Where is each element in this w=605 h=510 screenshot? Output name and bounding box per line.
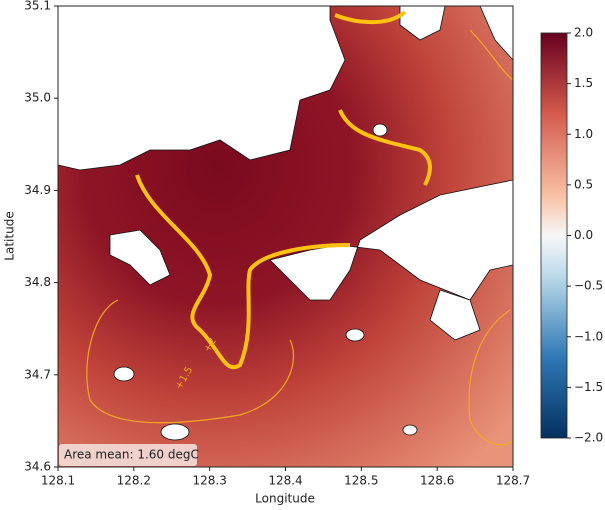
y-tick-label: 35.1 [24, 0, 51, 13]
colorbar-tick-label: −1.0 [574, 329, 603, 343]
x-tick-label: 128.4 [268, 474, 302, 488]
y-tick-label: 35.0 [24, 91, 51, 105]
x-tick-label: 128.2 [117, 474, 151, 488]
x-tick-label: 128.3 [192, 474, 226, 488]
y-tick-label: 34.7 [24, 367, 51, 381]
y-tick-label: 34.6 [24, 460, 51, 474]
colorbar-tick-label: 0.5 [574, 177, 593, 191]
colorbar-tick-label: −1.5 [574, 380, 603, 394]
x-tick-label: 128.1 [41, 474, 75, 488]
colorbar-tick-label: 1.5 [574, 76, 593, 90]
y-tick-label: 34.9 [24, 183, 51, 197]
x-axis-label: Longitude [255, 492, 315, 506]
colorbar-tick-label: 1.0 [574, 127, 593, 141]
colorbar-tick-label: −2.0 [574, 431, 603, 445]
y-axis-label: Latitude [3, 211, 17, 260]
x-tick-label: 128.5 [344, 474, 378, 488]
colorbar-tick-label: 2.0 [574, 26, 593, 40]
annotation-box [59, 444, 197, 466]
x-tick-label: 128.7 [496, 474, 530, 488]
x-tick-label: 128.6 [420, 474, 454, 488]
map-field [58, 6, 513, 467]
colorbar-tick-label: 0.0 [574, 228, 593, 242]
y-tick-label: 34.8 [24, 275, 51, 289]
colorbar [540, 32, 568, 439]
annotation: Area mean: 1.60 degC [64, 448, 199, 462]
colorbar-tick-label: −0.5 [574, 279, 603, 293]
